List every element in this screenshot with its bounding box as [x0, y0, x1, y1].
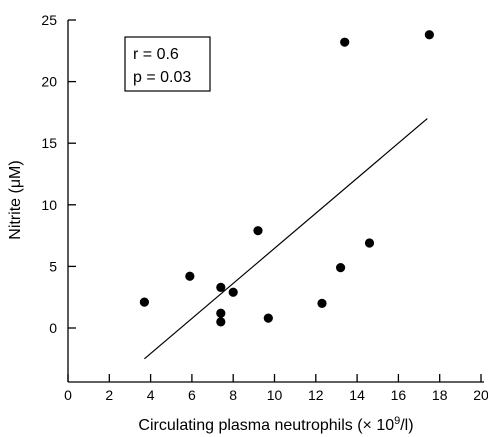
x-tick-label: 4 — [147, 387, 155, 403]
stats-annotation: r = 0.6 p = 0.03 — [124, 36, 211, 92]
x-tick-label: 0 — [64, 387, 72, 403]
x-tick-label: 6 — [188, 387, 196, 403]
data-point — [364, 238, 375, 248]
y-tick-label: 10 — [41, 197, 57, 213]
data-point — [335, 263, 346, 273]
x-tick-label: 18 — [432, 387, 448, 403]
data-point — [139, 297, 150, 307]
data-point — [216, 282, 226, 292]
y-tick-label: 5 — [49, 258, 57, 274]
stats-box — [124, 36, 211, 92]
x-tick-label: 20 — [473, 387, 488, 403]
x-tick-label: 14 — [349, 387, 365, 403]
x-tick-label: 10 — [267, 387, 283, 403]
data-point — [424, 30, 434, 40]
x-tick-label: 16 — [391, 387, 407, 403]
data-point — [317, 298, 327, 308]
y-axis: 0 5 10 15 20 25 — [41, 12, 76, 382]
x-axis-title-main: Circulating plasma neutrophils (× 10 — [138, 417, 394, 434]
x-tick-label: 12 — [308, 387, 324, 403]
data-point — [263, 313, 273, 323]
y-tick-label: 25 — [41, 12, 57, 28]
regression-line — [144, 118, 428, 360]
data-point — [253, 226, 263, 236]
y-tick-label: 15 — [41, 135, 57, 151]
data-point — [228, 287, 238, 297]
y-axis-title: Nitrite (μM) — [7, 160, 24, 239]
x-axis-title: Circulating plasma neutrophils (× 109/l) — [138, 415, 413, 434]
y-tick-label: 0 — [49, 320, 57, 336]
x-axis: 0 2 4 6 8 10 12 14 16 18 20 — [64, 374, 488, 403]
x-axis-title-sup: 9 — [394, 415, 400, 427]
stats-p: p = 0.03 — [133, 69, 191, 86]
data-point — [216, 317, 226, 327]
stats-r: r = 0.6 — [133, 46, 179, 63]
y-tick-label: 20 — [41, 74, 57, 90]
data-point — [216, 308, 226, 318]
x-tick-label: 8 — [229, 387, 237, 403]
data-point — [340, 37, 350, 47]
data-point — [185, 271, 195, 281]
x-axis-title-suffix: /l) — [400, 417, 413, 434]
x-tick-label: 2 — [105, 387, 113, 403]
